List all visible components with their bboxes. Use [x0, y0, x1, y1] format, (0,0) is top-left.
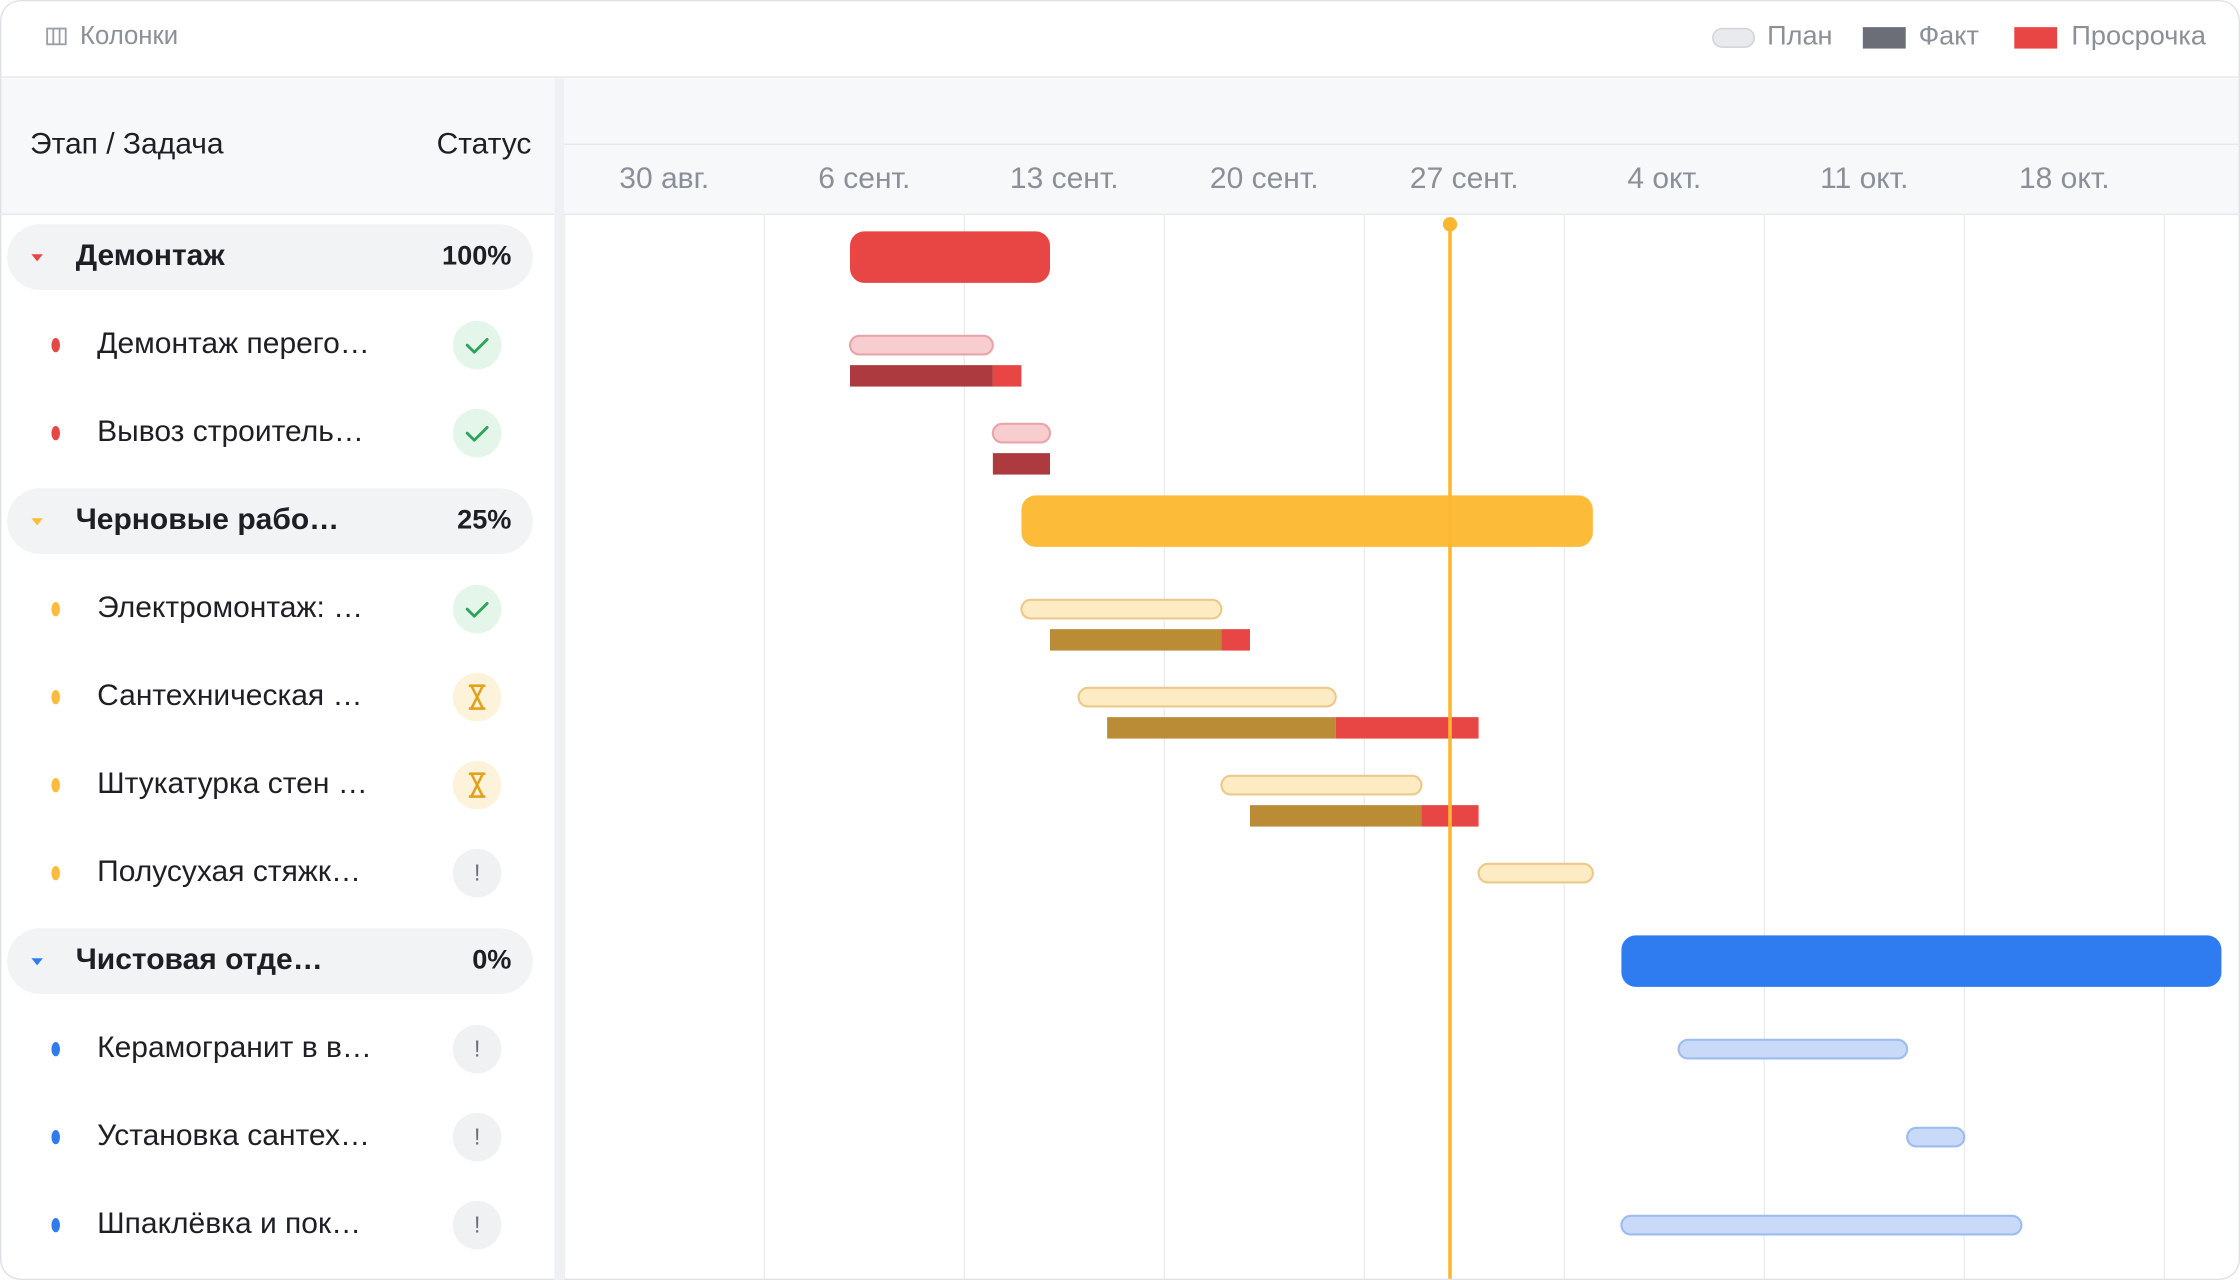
- status-alert: !: [474, 860, 480, 886]
- task-dot: [51, 1042, 60, 1057]
- plan-bar[interactable]: [991, 422, 1052, 444]
- task-name[interactable]: Электромонтаж: …: [97, 591, 363, 624]
- phase-name: Черновые рабо…: [76, 503, 339, 536]
- legend-overdue: Просрочка: [2071, 19, 2206, 50]
- task-name[interactable]: Демонтаж перего…: [97, 327, 370, 360]
- fact-bar[interactable]: [1050, 629, 1222, 651]
- task-list: Демонтаж 100% Демонтаж перего… Вывоз строит…: [7, 224, 533, 1250]
- task-name[interactable]: Сантехническая …: [97, 679, 362, 712]
- x-tick-label: 18 окт.: [2019, 162, 2110, 195]
- x-tick-label: 13 сент.: [1010, 162, 1119, 195]
- x-tick-label: 4 окт.: [1627, 162, 1701, 195]
- plan-bar[interactable]: [1477, 862, 1594, 884]
- collapse-toggle[interactable]: [31, 958, 43, 966]
- status-alert: !: [474, 1124, 480, 1150]
- legend-swatch-fact: [1862, 27, 1906, 49]
- x-tick-label: 20 сент.: [1210, 162, 1319, 195]
- plan-bar[interactable]: [1677, 1038, 1909, 1060]
- status-icon-done: [452, 584, 502, 634]
- legend-swatch-plan: [1712, 27, 1755, 48]
- phase-name: Чистовая отде…: [76, 943, 323, 976]
- timeline-header: [564, 78, 2239, 215]
- collapse-toggle[interactable]: [31, 254, 43, 262]
- overdue-bar: [992, 365, 1022, 387]
- status-alert: !: [474, 1212, 480, 1238]
- legend-fact: Факт: [1919, 19, 1979, 50]
- task-dot: [51, 866, 60, 881]
- overdue-bar: [1221, 629, 1250, 651]
- fact-bar[interactable]: [1107, 717, 1336, 739]
- check-mark: [465, 426, 489, 442]
- plan-bar[interactable]: [1020, 598, 1223, 620]
- plan-bar[interactable]: [1906, 1126, 1966, 1148]
- header-task[interactable]: Этап / Задача: [30, 128, 224, 161]
- task-name[interactable]: Установка сантех…: [97, 1119, 370, 1152]
- phase-name: Демонтаж: [76, 239, 226, 272]
- header-status[interactable]: Статус: [437, 128, 532, 161]
- phase-row[interactable]: [7, 224, 533, 290]
- x-tick-label: 30 авг.: [619, 162, 709, 195]
- task-dot: [51, 338, 60, 353]
- task-dot: [51, 1130, 60, 1145]
- x-tick-label: 11 окт.: [1820, 162, 1908, 195]
- task-dot: [51, 777, 60, 793]
- task-dot: [51, 602, 60, 617]
- table-header: [1, 78, 555, 215]
- collapse-toggle[interactable]: [31, 518, 43, 526]
- splitter[interactable]: [554, 78, 565, 1280]
- columns-icon[interactable]: [46, 27, 67, 46]
- task-name[interactable]: Шпаклёвка и пок…: [97, 1207, 361, 1240]
- phase-row[interactable]: [7, 488, 533, 554]
- task-name[interactable]: Полусухая стяжк…: [97, 855, 361, 888]
- status-alert: !: [474, 1036, 480, 1062]
- status-icon-done: [452, 320, 502, 370]
- hourglass: [468, 772, 486, 798]
- hourglass: [468, 684, 486, 710]
- task-dot: [51, 1218, 60, 1233]
- fact-bar[interactable]: [992, 453, 1050, 475]
- task-dot: [51, 690, 60, 705]
- status-icon-alert: [452, 1112, 502, 1162]
- phase-bar[interactable]: [1021, 495, 1593, 547]
- status-icon-alert: [452, 1200, 502, 1250]
- x-tick-label: 27 сент.: [1410, 162, 1519, 195]
- plan-bar[interactable]: [1077, 686, 1337, 708]
- fact-bar[interactable]: [1250, 805, 1422, 827]
- legend-plan: План: [1767, 19, 1832, 50]
- status-icon-alert: [452, 848, 502, 898]
- check-mark: [465, 602, 489, 618]
- legend-swatch-overdue: [2014, 27, 2058, 49]
- check-mark: [465, 338, 489, 354]
- today-marker: [1442, 217, 1458, 232]
- task-name[interactable]: Штукатурка стен …: [97, 767, 368, 800]
- phase-bar[interactable]: [850, 231, 1050, 283]
- task-dot: [51, 426, 60, 441]
- status-icon-alert: [452, 1024, 502, 1074]
- timeline: 30 авг. 6 сент. 13 сент. 20 сент. 27 сент. 4 …: [564, 162, 2222, 1279]
- task-name[interactable]: Вывоз строитель…: [97, 415, 364, 448]
- phase-progress: 100%: [442, 239, 511, 270]
- phase-bar[interactable]: [1621, 935, 2222, 987]
- plan-bar[interactable]: [1620, 1214, 2023, 1236]
- phase-progress: 0%: [472, 943, 511, 974]
- phase-progress: 25%: [457, 503, 511, 534]
- x-tick-label: 6 сент.: [818, 162, 910, 195]
- fact-bar[interactable]: [850, 365, 993, 387]
- plan-bar[interactable]: [848, 334, 994, 356]
- task-name[interactable]: Керамогранит в в…: [97, 1031, 372, 1064]
- phase-row[interactable]: [7, 928, 533, 994]
- status-icon-done: [452, 408, 502, 458]
- columns-button[interactable]: Колонки: [80, 22, 178, 50]
- overdue-bar: [1335, 717, 1479, 739]
- plan-bar[interactable]: [1220, 774, 1423, 796]
